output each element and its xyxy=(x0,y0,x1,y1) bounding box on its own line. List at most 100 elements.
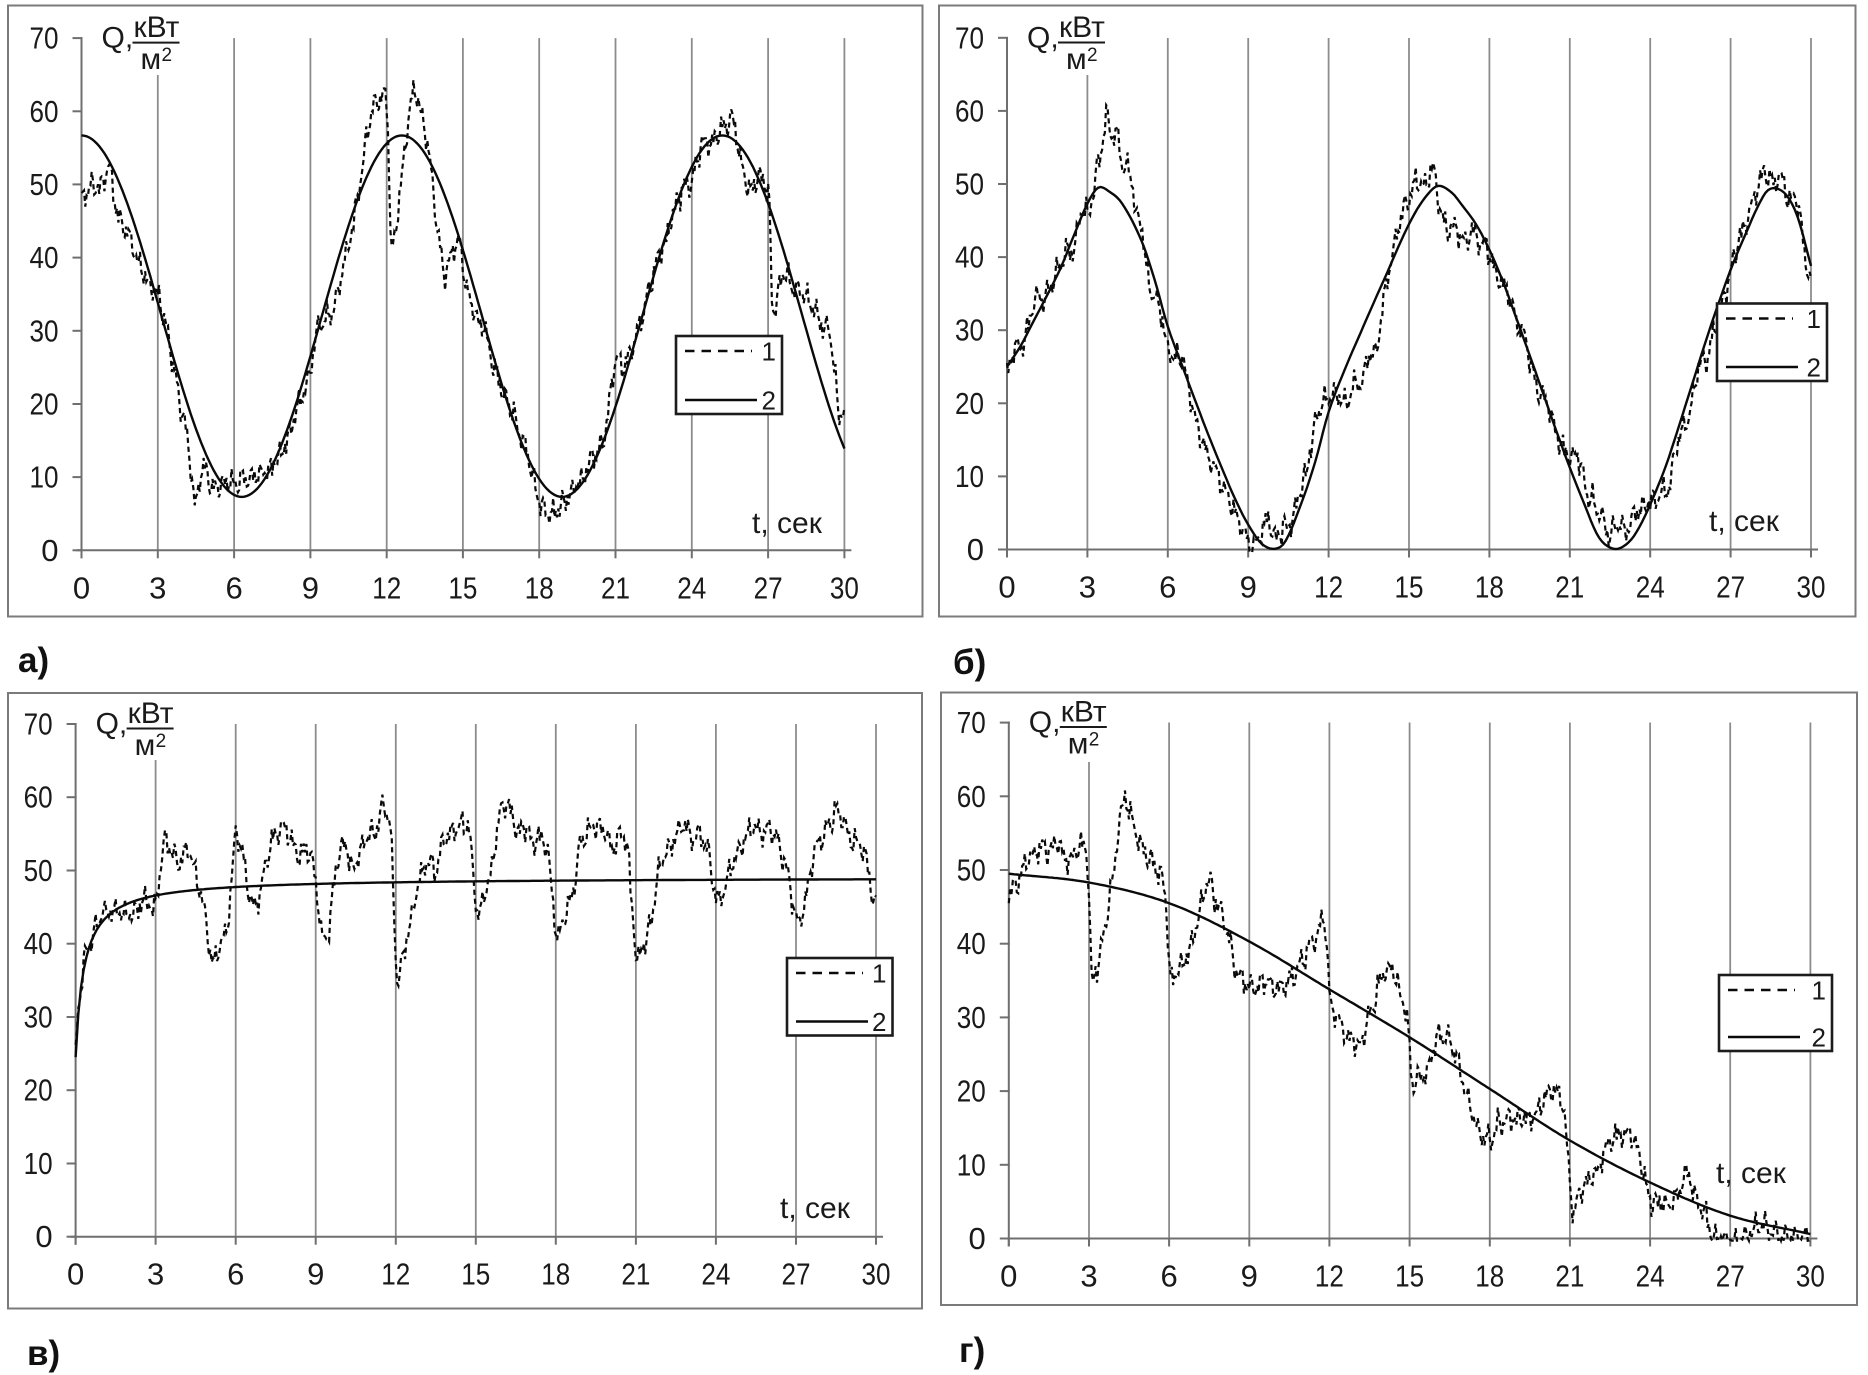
svg-text:9: 9 xyxy=(307,1257,324,1292)
svg-text:30: 30 xyxy=(957,1000,986,1035)
svg-text:24: 24 xyxy=(1636,570,1665,605)
svg-text:9: 9 xyxy=(1241,1259,1258,1294)
svg-text:20: 20 xyxy=(957,1074,986,1109)
svg-text:0: 0 xyxy=(1000,1259,1017,1294)
svg-text:0: 0 xyxy=(41,533,58,568)
svg-text:70: 70 xyxy=(955,20,984,55)
svg-text:м: м xyxy=(1066,43,1087,76)
svg-text:40: 40 xyxy=(24,926,53,961)
svg-text:1: 1 xyxy=(1807,304,1821,334)
svg-text:t, сек: t, сек xyxy=(752,507,823,540)
svg-text:60: 60 xyxy=(30,94,59,129)
svg-text:2: 2 xyxy=(162,45,173,66)
svg-text:15: 15 xyxy=(1395,1259,1424,1294)
svg-text:0: 0 xyxy=(35,1219,52,1254)
svg-text:б): б) xyxy=(953,643,986,682)
svg-text:70: 70 xyxy=(957,705,986,740)
svg-text:6: 6 xyxy=(1160,1259,1177,1294)
svg-text:Q,: Q, xyxy=(1029,706,1061,739)
svg-text:30: 30 xyxy=(862,1257,891,1292)
svg-text:м: м xyxy=(135,729,156,762)
svg-text:40: 40 xyxy=(30,240,59,275)
svg-text:27: 27 xyxy=(754,570,783,605)
svg-text:6: 6 xyxy=(227,1257,244,1292)
svg-text:21: 21 xyxy=(621,1257,650,1292)
svg-text:30: 30 xyxy=(1797,570,1826,605)
svg-text:21: 21 xyxy=(1555,570,1584,605)
svg-text:3: 3 xyxy=(1080,1259,1097,1294)
svg-text:12: 12 xyxy=(1315,1259,1344,1294)
svg-text:0: 0 xyxy=(998,570,1015,605)
svg-text:50: 50 xyxy=(955,167,984,202)
svg-text:18: 18 xyxy=(541,1257,570,1292)
svg-text:9: 9 xyxy=(302,570,319,605)
svg-text:м: м xyxy=(1068,728,1089,761)
svg-text:кВт: кВт xyxy=(134,11,180,44)
svg-text:24: 24 xyxy=(677,570,706,605)
svg-text:27: 27 xyxy=(1716,570,1745,605)
svg-text:30: 30 xyxy=(830,570,859,605)
svg-text:15: 15 xyxy=(461,1257,490,1292)
svg-text:0: 0 xyxy=(73,570,90,605)
svg-text:3: 3 xyxy=(147,1257,164,1292)
svg-text:50: 50 xyxy=(24,853,53,888)
svg-text:27: 27 xyxy=(1716,1259,1745,1294)
svg-text:кВт: кВт xyxy=(128,697,174,730)
svg-text:40: 40 xyxy=(957,926,986,961)
svg-text:0: 0 xyxy=(969,1221,986,1256)
svg-text:70: 70 xyxy=(24,707,53,742)
svg-text:60: 60 xyxy=(955,93,984,128)
svg-text:30: 30 xyxy=(24,1000,53,1035)
svg-text:0: 0 xyxy=(967,532,984,567)
svg-text:1: 1 xyxy=(872,959,886,989)
svg-text:6: 6 xyxy=(225,570,242,605)
svg-text:18: 18 xyxy=(1475,1259,1504,1294)
svg-text:12: 12 xyxy=(1314,570,1343,605)
svg-text:t, сек: t, сек xyxy=(1716,1157,1787,1190)
svg-text:60: 60 xyxy=(24,780,53,815)
svg-text:Q,: Q, xyxy=(102,22,134,55)
svg-text:г): г) xyxy=(959,1331,985,1370)
svg-text:2: 2 xyxy=(1812,1023,1826,1053)
svg-text:2: 2 xyxy=(762,386,776,416)
svg-text:15: 15 xyxy=(1395,570,1424,605)
svg-text:12: 12 xyxy=(372,570,401,605)
svg-text:6: 6 xyxy=(1159,570,1176,605)
svg-text:24: 24 xyxy=(1636,1259,1665,1294)
svg-text:30: 30 xyxy=(955,313,984,348)
svg-text:Q,: Q, xyxy=(96,708,128,741)
svg-text:2: 2 xyxy=(1089,730,1100,751)
svg-text:20: 20 xyxy=(30,387,59,422)
svg-text:18: 18 xyxy=(1475,570,1504,605)
svg-text:30: 30 xyxy=(30,313,59,348)
svg-text:50: 50 xyxy=(957,853,986,888)
svg-text:30: 30 xyxy=(1796,1259,1825,1294)
svg-text:20: 20 xyxy=(955,386,984,421)
svg-text:15: 15 xyxy=(448,570,477,605)
svg-text:10: 10 xyxy=(24,1146,53,1181)
svg-text:24: 24 xyxy=(701,1257,730,1292)
svg-text:м: м xyxy=(141,43,162,76)
svg-text:10: 10 xyxy=(957,1147,986,1182)
svg-text:10: 10 xyxy=(30,460,59,495)
svg-text:18: 18 xyxy=(525,570,554,605)
svg-text:кВт: кВт xyxy=(1059,11,1105,44)
svg-text:кВт: кВт xyxy=(1061,696,1107,729)
svg-text:12: 12 xyxy=(381,1257,410,1292)
svg-text:50: 50 xyxy=(30,167,59,202)
svg-text:21: 21 xyxy=(601,570,630,605)
svg-text:2: 2 xyxy=(1807,353,1821,383)
svg-text:60: 60 xyxy=(957,779,986,814)
svg-text:Q,: Q, xyxy=(1027,22,1059,55)
svg-text:0: 0 xyxy=(67,1257,84,1292)
svg-text:10: 10 xyxy=(955,459,984,494)
svg-text:40: 40 xyxy=(955,240,984,275)
svg-text:t, сек: t, сек xyxy=(780,1192,851,1225)
svg-text:27: 27 xyxy=(782,1257,811,1292)
svg-text:9: 9 xyxy=(1240,570,1257,605)
svg-text:2: 2 xyxy=(156,731,167,752)
svg-text:2: 2 xyxy=(872,1007,886,1037)
svg-text:а): а) xyxy=(18,641,49,680)
svg-text:t, сек: t, сек xyxy=(1709,505,1780,538)
svg-text:21: 21 xyxy=(1555,1259,1584,1294)
